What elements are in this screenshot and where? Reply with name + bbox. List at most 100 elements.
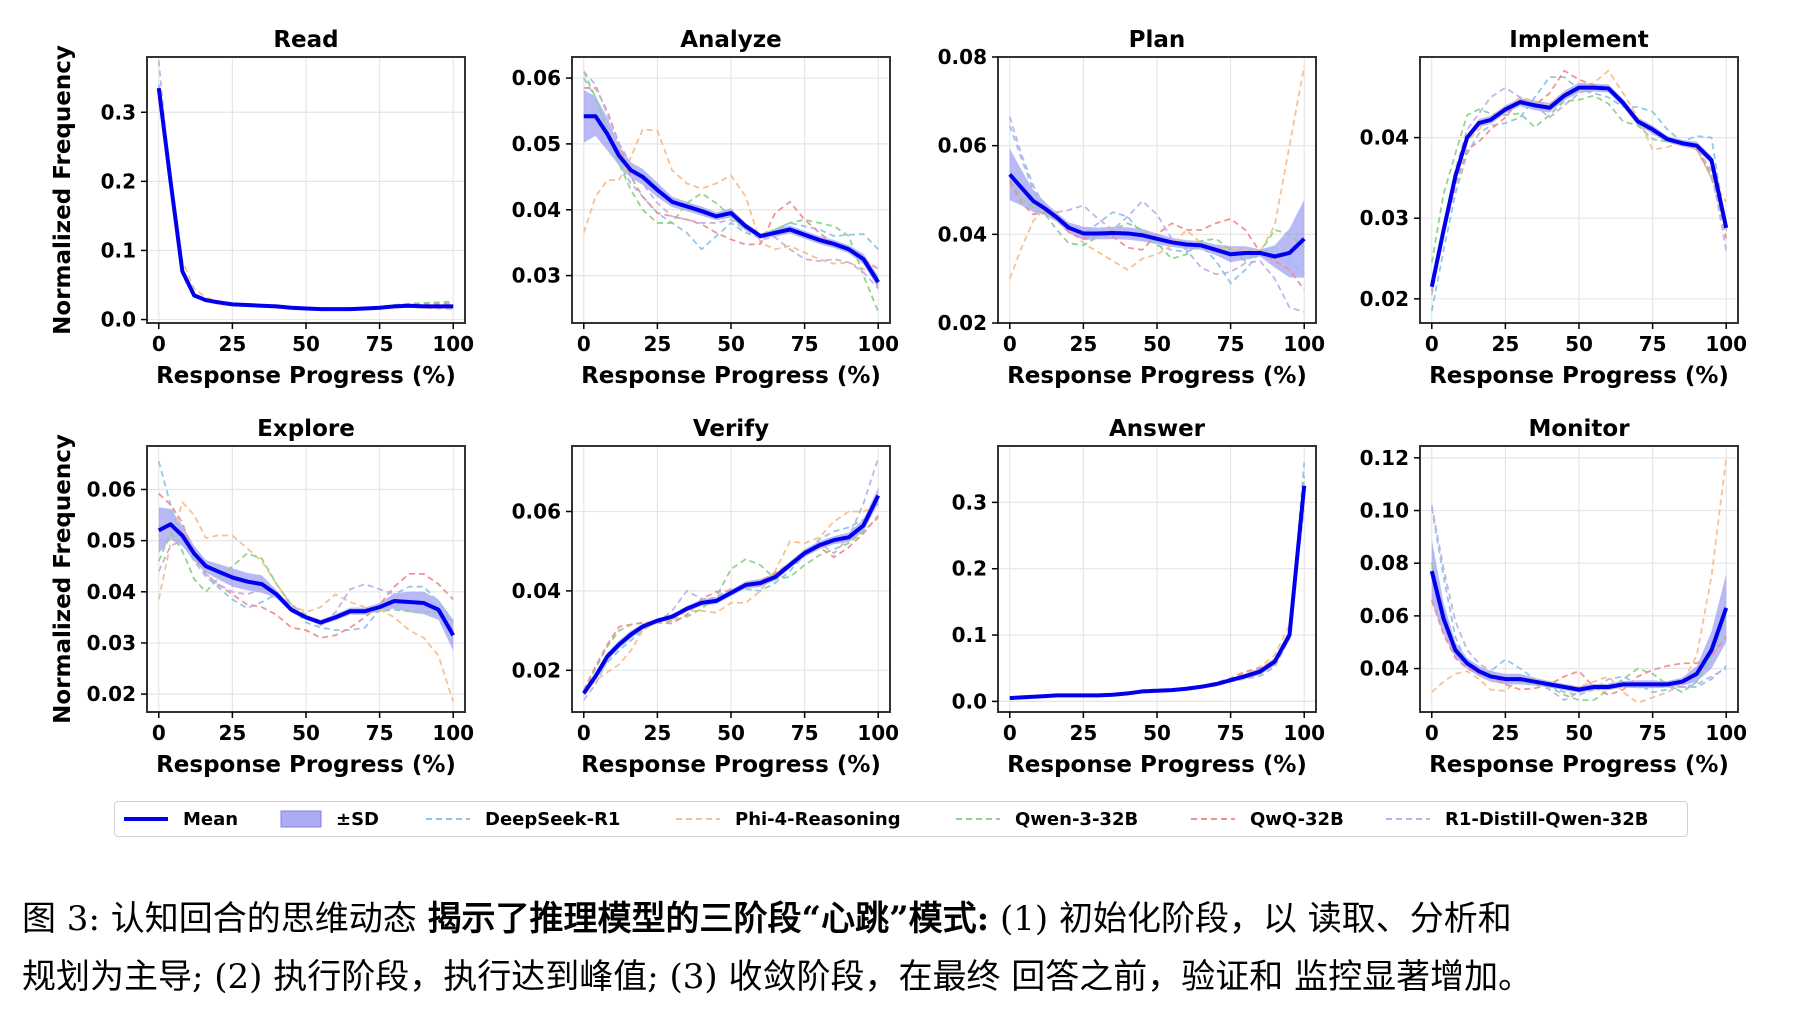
x-tick-label: 50: [292, 721, 320, 745]
dashed-line-swatch-icon: [1386, 818, 1430, 820]
legend-label: QwQ-32B: [1250, 808, 1344, 830]
sd-patch-swatch-icon: [280, 810, 322, 828]
x-tick-label: 0: [152, 332, 166, 356]
series-line-phi-4-reasoning: [157, 500, 455, 703]
y-tick-label: 0.06: [1360, 604, 1409, 628]
y-tick-label: 0.02: [87, 682, 136, 706]
y-tick-label: 0.02: [1360, 287, 1409, 311]
series-line-deepseek-r1: [583, 502, 879, 695]
series-line-qwq-32b: [1430, 69, 1728, 291]
x-tick-label: 100: [1705, 332, 1747, 356]
x-tick-label: 25: [643, 332, 671, 356]
mean-line: [1008, 173, 1306, 259]
x-tick-label: 75: [1217, 332, 1245, 356]
series-line-deepseek-r1: [1430, 76, 1728, 312]
y-tick-label: 0.1: [952, 623, 987, 647]
x-tick-label: 0: [152, 721, 166, 745]
y-tick-label: 0.08: [938, 45, 987, 69]
y-tick-label: 0.05: [512, 132, 561, 156]
legend: Mean ±SD DeepSeek-R1 Phi-4-Reasoning Qwe…: [114, 801, 1688, 837]
x-tick-label: 25: [218, 332, 246, 356]
y-tick-label: 0.04: [1360, 126, 1409, 150]
mean-line: [157, 522, 455, 637]
x-tick-label: 25: [1491, 721, 1519, 745]
sd-band: [1431, 539, 1727, 693]
y-tick-label: 0.06: [87, 477, 136, 501]
series-line-phi-4-reasoning: [582, 128, 879, 277]
series-line-qwq-32b: [582, 514, 879, 691]
x-tick-label: 75: [791, 721, 819, 745]
caption-prefix: 图 3: 认知回合的思维动态: [22, 899, 417, 939]
x-tick-label: 100: [857, 332, 899, 356]
y-tick-label: 0.05: [87, 529, 136, 553]
y-tick-label: 0.10: [1360, 499, 1409, 523]
y-tick-label: 0.03: [512, 264, 561, 288]
subplot-plan: 0 25 50 75 100 0.02 0.04 0.06 0.08 Plan Response P…: [938, 27, 1325, 389]
mean-line: [1429, 570, 1729, 692]
plot-area: [1429, 457, 1729, 704]
x-tick-label: 75: [1639, 332, 1667, 356]
x-tick-label: 100: [1283, 721, 1325, 745]
x-tick-label: 25: [1491, 332, 1519, 356]
subplot-read: 0 25 50 75 100 0.0 0.1 0.2 0.3 Read Response Progr…: [50, 27, 474, 389]
y-tick-label: 0.06: [512, 500, 561, 524]
legend-item-mean: Mean: [123, 802, 238, 836]
x-tick-label: 100: [1283, 332, 1325, 356]
y-tick-label: 0.02: [512, 658, 561, 682]
x-tick-label: 0: [577, 332, 591, 356]
legend-item-deepseek-r1: DeepSeek-R1: [425, 802, 620, 836]
subplot-answer: 0 25 50 75 100 0.0 0.1 0.2 0.3 Answer Response Pro…: [952, 416, 1326, 778]
y-axis-label: Normalized Frequency: [50, 434, 76, 724]
sd-band: [1009, 148, 1305, 278]
series-line-r1-distill-qwen-32b: [1008, 116, 1305, 313]
y-tick-label: 0.02: [938, 311, 987, 335]
subplot-title: Implement: [1509, 27, 1648, 53]
series-line-r1-distill-qwen-32b: [1430, 505, 1727, 702]
y-tick-label: 0.2: [952, 557, 987, 581]
x-tick-label: 75: [366, 721, 394, 745]
x-tick-label: 25: [643, 721, 671, 745]
y-tick-label: 0.2: [101, 169, 136, 193]
x-axis-label: Response Progress (%): [581, 363, 881, 389]
x-tick-label: 0: [1003, 721, 1017, 745]
legend-label: Phi-4-Reasoning: [735, 808, 901, 830]
legend-item-qwen-3-32b: Qwen-3-32B: [955, 802, 1138, 836]
dashed-line-swatch-icon: [956, 818, 1000, 820]
series-line-qwen-3-32b: [582, 71, 880, 313]
legend-label: R1-Distill-Qwen-32B: [1445, 808, 1649, 830]
x-axis-label: Response Progress (%): [1007, 363, 1307, 389]
y-tick-label: 0.3: [952, 490, 987, 514]
x-tick-label: 0: [1003, 332, 1017, 356]
x-tick-label: 0: [577, 721, 591, 745]
x-tick-label: 75: [366, 332, 394, 356]
mean-line: [156, 87, 454, 312]
y-tick-label: 0.06: [938, 134, 987, 158]
x-axis-label: Response Progress (%): [1429, 752, 1729, 778]
y-tick-label: 0.03: [87, 631, 136, 655]
legend-label: DeepSeek-R1: [485, 808, 621, 830]
x-tick-label: 100: [432, 721, 474, 745]
caption-line-1: 图 3: 认知回合的思维动态 揭示了推理模型的三阶段“心跳”模式: (1) 初始…: [22, 890, 1802, 948]
dashed-line-swatch-icon: [426, 818, 470, 820]
subplot-monitor: 0 25 50 75 100 0.04 0.06 0.08 0.10 0.12 Monitor Res…: [1360, 416, 1747, 778]
subplot-explore: 0 25 50 75 100 0.02 0.03 0.04 0.05 0.06 Explore Res…: [50, 416, 474, 778]
x-axis-label: Response Progress (%): [156, 752, 456, 778]
subplot-title: Answer: [1109, 416, 1206, 442]
x-tick-label: 100: [432, 332, 474, 356]
y-tick-label: 0.08: [1360, 551, 1409, 575]
subplot-title: Analyze: [680, 27, 782, 53]
x-tick-label: 50: [1565, 332, 1593, 356]
mean-line: [583, 114, 880, 284]
mean-line-swatch-icon: [124, 817, 168, 821]
x-tick-label: 100: [857, 721, 899, 745]
y-tick-label: 0.0: [952, 689, 987, 713]
x-tick-label: 100: [1705, 721, 1747, 745]
x-tick-label: 75: [1217, 721, 1245, 745]
caption-bold: 揭示了推理模型的三阶段“心跳”模式:: [427, 899, 990, 939]
series-line-deepseek-r1: [1430, 507, 1727, 696]
subplot-verify: 0 25 50 75 100 0.02 0.04 0.06 Verify Response Pro…: [512, 416, 899, 778]
x-axis-label: Response Progress (%): [156, 363, 456, 389]
series-line-deepseek-r1: [583, 77, 879, 251]
mean-line: [582, 494, 881, 695]
plot-area: [1009, 462, 1307, 701]
